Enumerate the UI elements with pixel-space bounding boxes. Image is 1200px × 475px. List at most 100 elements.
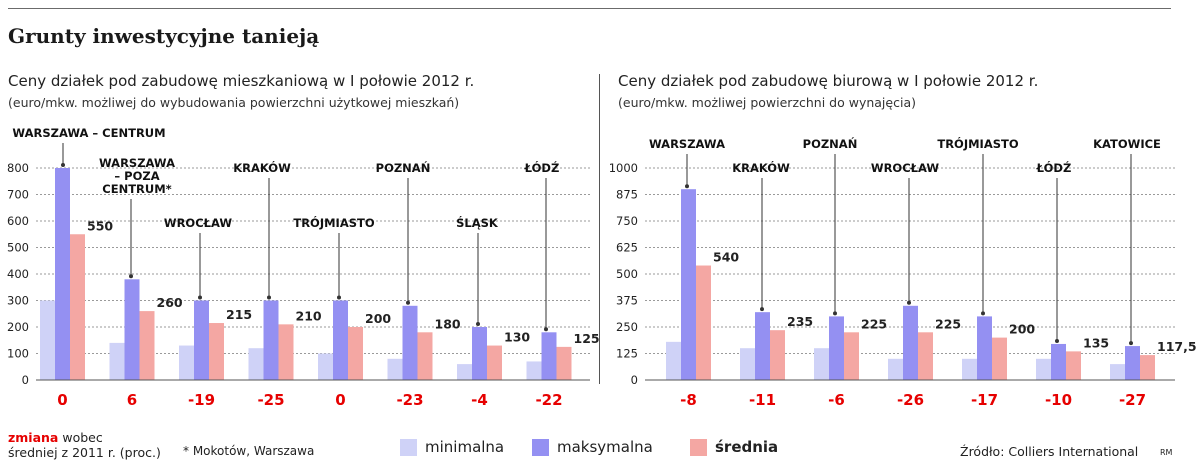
avg-bar — [556, 346, 572, 380]
pointer-dot — [685, 184, 689, 189]
min-bar — [526, 361, 542, 380]
avg-bar — [348, 327, 363, 380]
residential-land-chart: 0 100 200 300 400 500 600 700 800 550 0 WARSZAWA – … — [7, 126, 600, 409]
pointer-dot — [61, 163, 65, 167]
right-chart-units: (euro/mkw. możliwej powierzchni do wynaj… — [618, 95, 916, 110]
category-label: WARSZAWA – POZA CENTRUM* — [99, 156, 175, 196]
min-bar — [179, 345, 194, 380]
change-label: 6 — [127, 391, 137, 409]
min-bar — [814, 348, 829, 380]
max-bar — [124, 279, 140, 380]
avg-value-label: 135 — [1083, 335, 1109, 350]
max-bar — [55, 168, 70, 380]
right-chart-title: Ceny działek pod zabudowę biurową w I po… — [618, 72, 1039, 90]
category-label: KRAKÓW — [732, 160, 790, 175]
category-label-line: – POZA — [114, 169, 159, 183]
min-bar — [109, 342, 125, 380]
max-bar — [194, 300, 209, 380]
avg-bar — [487, 345, 502, 380]
change-label: -26 — [897, 391, 924, 409]
change-label: -6 — [828, 391, 845, 409]
y-tick-label: 250 — [616, 320, 638, 334]
office-land-chart: 0 125 250 375 500 625 750 875 1000 540 -8 WARSZAWA 2… — [609, 136, 1197, 409]
y-tick-label: 125 — [616, 347, 638, 361]
avg-value-label: 200 — [365, 311, 391, 326]
category-label: WARSZAWA – CENTRUM — [12, 126, 165, 140]
y-tick-label: 1000 — [609, 161, 638, 175]
change-label: -23 — [396, 391, 423, 409]
pointer-dot — [907, 300, 911, 305]
change-label: -8 — [680, 391, 697, 409]
left-chart-units: (euro/mkw. możliwej do wybudowania powie… — [8, 95, 460, 110]
avg-bar — [770, 330, 785, 380]
avg-value-label: 550 — [87, 218, 113, 233]
min-bar — [457, 364, 472, 380]
avg-value-label: 125 — [574, 331, 600, 346]
min-bar — [387, 358, 403, 380]
category-label: KATOWICE — [1093, 137, 1161, 151]
category-label: ŁÓDŹ — [1036, 160, 1072, 175]
max-bar — [472, 327, 487, 380]
avg-bar — [1066, 351, 1081, 380]
avg-bar — [696, 265, 711, 380]
change-note: zmiana wobec średniej z 2011 r. (proc.) — [8, 430, 161, 460]
change-note-highlight: zmiana — [8, 430, 59, 445]
change-note-line2: średniej z 2011 r. (proc.) — [8, 445, 161, 460]
pointer-dot — [267, 295, 271, 300]
min-bar — [318, 353, 333, 380]
avg-value-label: 225 — [861, 316, 887, 331]
avg-value-label: 117,5 — [1157, 339, 1197, 354]
change-label: -27 — [1119, 391, 1146, 409]
y-tick-label: 400 — [7, 267, 29, 281]
avg-value-label: 215 — [226, 307, 252, 322]
category-label: ŚLĄSK — [456, 215, 499, 230]
change-label: 0 — [57, 391, 67, 409]
legend-swatch-min — [400, 439, 417, 456]
y-tick-label: 600 — [7, 214, 29, 228]
avg-value-label: 130 — [504, 330, 530, 345]
pointer-dot — [476, 322, 480, 326]
avg-bar — [918, 332, 933, 380]
legend-swatch-avg — [690, 439, 707, 456]
change-label: -25 — [257, 391, 284, 409]
avg-value-label: 180 — [435, 316, 461, 331]
category-label-line: WARSZAWA — [99, 156, 175, 170]
max-bar — [1051, 343, 1066, 380]
avg-bar — [417, 332, 433, 380]
legend-swatch-max — [532, 439, 549, 456]
top-rule — [8, 8, 1171, 9]
min-bar — [40, 300, 55, 380]
y-tick-label: 625 — [616, 241, 638, 255]
y-tick-label: 750 — [616, 214, 638, 228]
avg-value-label: 210 — [296, 308, 322, 323]
y-tick-label: 375 — [616, 294, 638, 308]
change-label: -11 — [749, 391, 776, 409]
avg-bar — [139, 311, 155, 380]
avg-bar — [209, 323, 224, 380]
max-bar — [977, 316, 992, 380]
category-label: WARSZAWA — [649, 137, 725, 151]
pointer-dot — [760, 307, 764, 312]
avg-bar — [278, 324, 294, 380]
category-label: POZNAŃ — [803, 136, 858, 151]
panel-divider — [599, 74, 600, 384]
avg-value-label: 235 — [787, 314, 813, 329]
page-title: Grunty inwestycyjne tanieją — [8, 24, 320, 48]
y-tick-label: 0 — [22, 373, 29, 387]
category-label: KRAKÓW — [233, 160, 291, 175]
min-bar — [888, 358, 903, 380]
y-tick-label: 700 — [7, 188, 29, 202]
min-bar — [1110, 364, 1125, 380]
pointer-dot — [1055, 338, 1059, 343]
pointer-dot — [406, 300, 410, 305]
y-tick-label: 800 — [7, 161, 29, 175]
avg-bar — [1140, 355, 1155, 380]
avg-value-label: 260 — [157, 295, 183, 310]
avg-value-label: 225 — [935, 316, 961, 331]
y-tick-label: 100 — [7, 347, 29, 361]
left-chart-title: Ceny działek pod zabudowę mieszkaniową w… — [8, 72, 475, 90]
category-label: TRÓJMIASTO — [937, 136, 1019, 151]
y-tick-label: 500 — [7, 241, 29, 255]
y-tick-label: 875 — [616, 188, 638, 202]
y-tick-label: 300 — [7, 294, 29, 308]
